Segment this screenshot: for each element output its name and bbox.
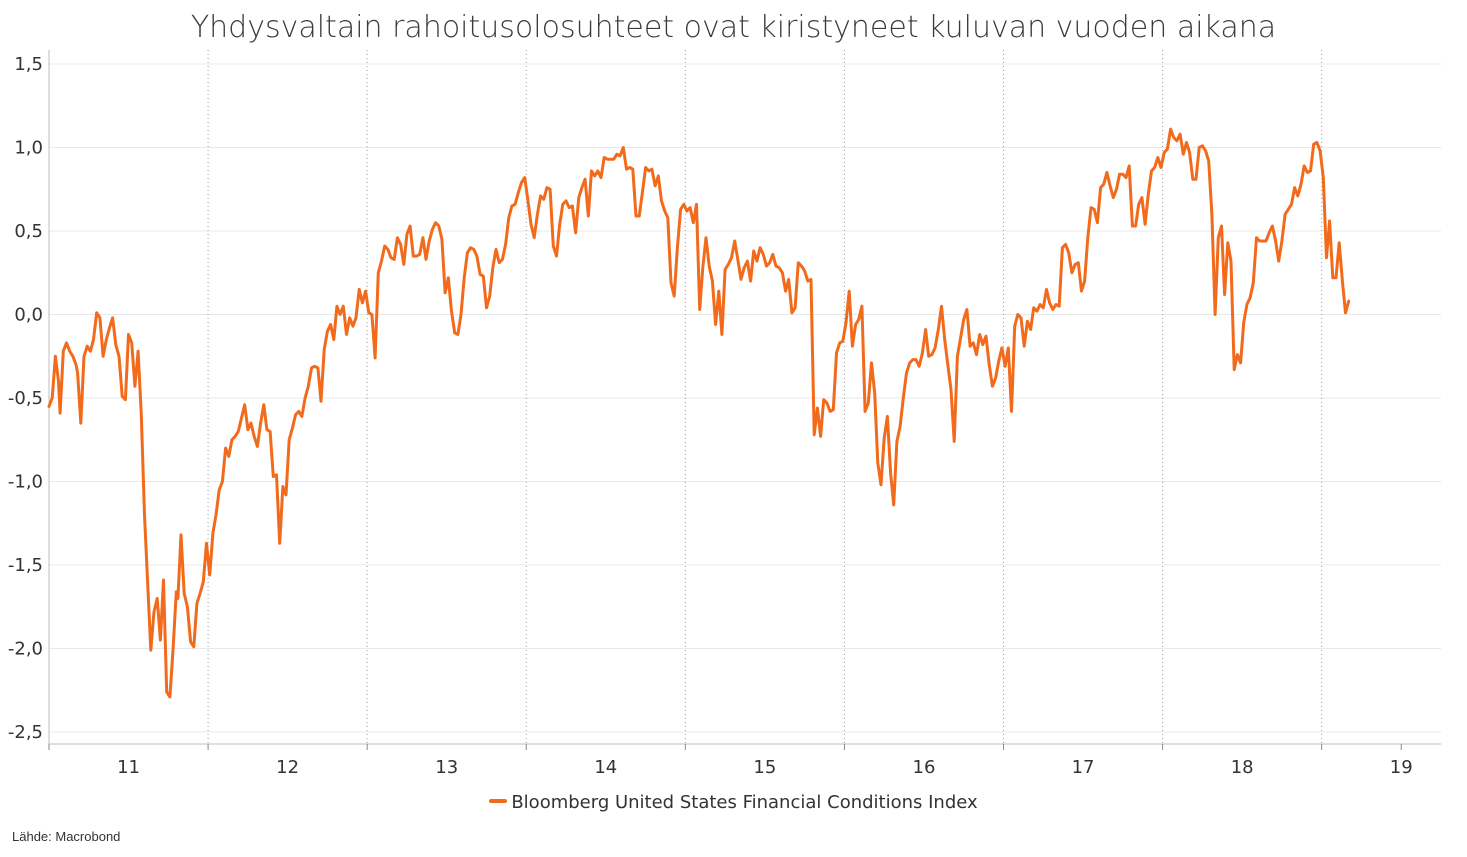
x-tick-label: 19: [1390, 757, 1413, 778]
y-tick-label: -0,5: [8, 388, 43, 409]
y-axis-ticks: 1,5 1,0 0,5 0,0 -0,5 -1,0 -1,5 -2,0 -2,5: [8, 54, 43, 743]
gridlines: [49, 63, 1441, 733]
y-tick-label: -2,5: [8, 722, 43, 743]
y-tick-label: 1,0: [14, 138, 43, 159]
x-tick-label: 17: [1072, 757, 1095, 778]
y-tick-label: -1,0: [8, 472, 43, 493]
x-tick-label: 18: [1231, 757, 1254, 778]
axes: [48, 50, 1441, 750]
legend-label: Bloomberg United States Financial Condit…: [511, 792, 978, 813]
x-tick-label: 14: [594, 757, 617, 778]
x-tick-label: 13: [435, 757, 458, 778]
x-tick-label: 12: [276, 757, 299, 778]
x-tick-label: 15: [753, 757, 776, 778]
x-axis-ticks: 11 12 13 14 15 16 17 18 19: [117, 757, 1413, 778]
y-tick-label: -1,5: [8, 555, 43, 576]
x-tick-label: 16: [913, 757, 936, 778]
y-tick-label: -2,0: [8, 639, 43, 660]
y-tick-label: 1,5: [14, 54, 43, 75]
source-note: Lähde: Macrobond: [12, 829, 121, 844]
year-dividers: [207, 50, 1323, 744]
y-tick-label: 0,5: [14, 221, 43, 242]
y-tick-label: 0,0: [14, 305, 43, 326]
x-tick-label: 11: [117, 757, 140, 778]
legend-swatch: [489, 799, 508, 803]
chart-title: Yhdysvaltain rahoitusolosuhteet ovat kir…: [190, 10, 1277, 45]
legend: Bloomberg United States Financial Condit…: [0, 792, 1467, 813]
series-layer: [47, 127, 1351, 699]
series-line: [47, 127, 1351, 699]
